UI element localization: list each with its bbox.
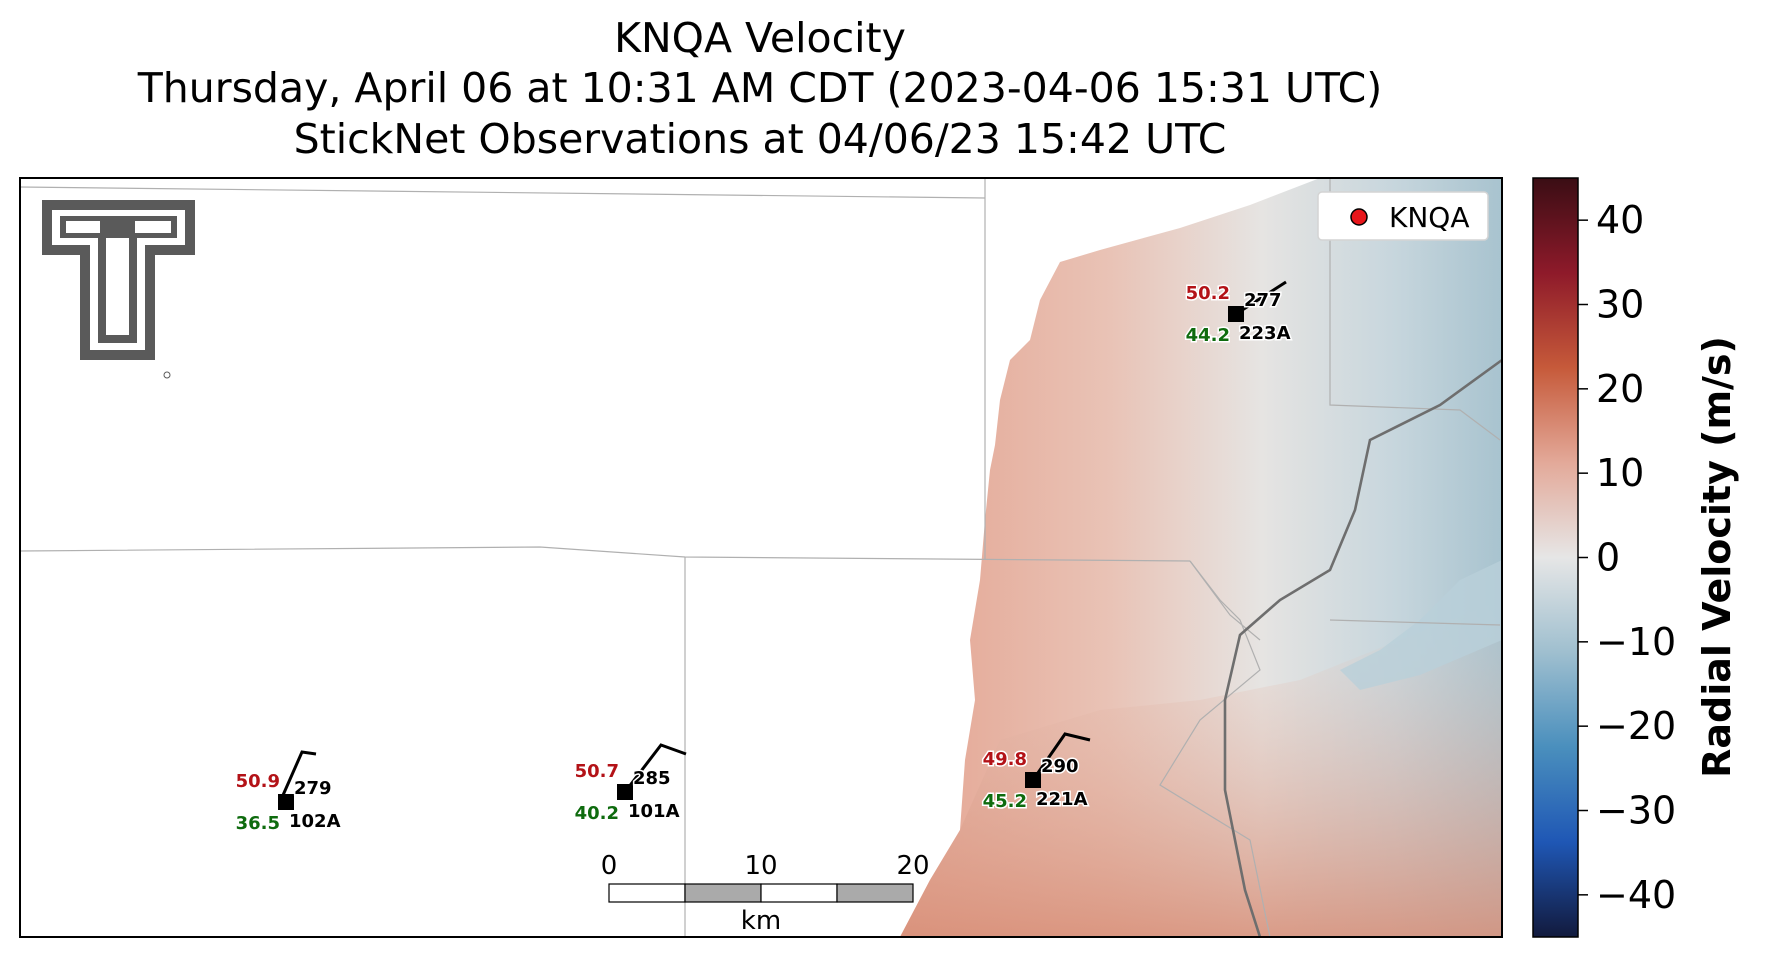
county-borders: [19, 178, 1501, 938]
station-id: 102A: [289, 811, 341, 832]
station-wind-direction: 277: [1244, 290, 1282, 311]
station-temperature: 50.9: [236, 771, 280, 792]
colorbar-tick-label: 40: [1596, 198, 1644, 242]
radar-legend: KNQA: [1317, 191, 1489, 241]
colorbar-gradient: [1532, 177, 1579, 938]
plot-subtitle-observations: StickNet Observations at 04/06/23 15:42 …: [293, 115, 1227, 163]
station-221A: 49.8 290 45.2 221A: [981, 732, 1091, 814]
station-223A: 50.2 277 44.2 223A: [1184, 280, 1292, 348]
station-dewpoint: 44.2: [1186, 325, 1230, 346]
wind-barb-icon: [1031, 732, 1091, 781]
station-wind-direction: 285: [633, 768, 671, 789]
station-id: 221A: [1036, 789, 1088, 810]
station-wind-direction: 290: [1041, 756, 1079, 777]
colorbar-tick-label: 10: [1596, 451, 1644, 495]
plot-subtitle-time: Thursday, April 06 at 10:31 AM CDT (2023…: [137, 64, 1383, 112]
legend-label: KNQA: [1389, 201, 1470, 234]
scale-bar: 0 10 20 km: [601, 851, 930, 936]
station-101A: 50.7 285 40.2 101A: [573, 743, 687, 826]
plot-title: KNQA Velocity: [614, 14, 906, 62]
colorbar-tick-label: −20: [1596, 704, 1676, 748]
colorbar-tick-label: −30: [1596, 789, 1676, 833]
texas-tech-logo-icon: [42, 200, 195, 379]
station-dewpoint: 36.5: [236, 813, 280, 834]
station-marker-icon: [278, 794, 294, 810]
colorbar-tick-label: −40: [1596, 873, 1676, 917]
radar-velocity-field: [900, 178, 1502, 937]
radar-site-marker-icon: [1350, 208, 1368, 226]
state-border: [1223, 358, 1503, 938]
colorbar-tick-label: 0: [1596, 536, 1620, 580]
station-dewpoint: 45.2: [983, 791, 1027, 812]
station-id: 223A: [1239, 323, 1291, 344]
station-marker-icon: [1228, 306, 1244, 322]
colorbar-tick-label: −10: [1596, 620, 1676, 664]
colorbar-label: Radial Velocity (m/s): [1695, 336, 1739, 778]
colorbar-tick-label: 20: [1596, 367, 1644, 411]
station-marker-icon: [617, 784, 633, 800]
map-frame: [19, 177, 1503, 938]
scale-tick-0: 0: [601, 851, 618, 881]
scale-unit: km: [741, 906, 781, 936]
station-wind-direction: 279: [294, 778, 332, 799]
station-temperature: 50.7: [575, 761, 619, 782]
wind-barb-icon: [278, 750, 317, 803]
wind-barb-icon: [1235, 280, 1287, 316]
station-temperature: 50.2: [1186, 283, 1230, 304]
wind-barb-icon: [623, 743, 687, 793]
station-102A: 50.9 279 36.5 102A: [234, 750, 342, 836]
station-id: 101A: [628, 801, 680, 822]
station-temperature: 49.8: [983, 749, 1027, 770]
stations-layer: 50.9 279 36.5 102A 50.7 285 40.2 101A 49.8 290 45.…: [234, 280, 1292, 836]
station-dewpoint: 40.2: [575, 803, 619, 824]
scale-tick-20: 20: [896, 851, 929, 881]
station-marker-icon: [1025, 772, 1041, 788]
colorbar-tick-label: 30: [1596, 283, 1644, 327]
scale-tick-10: 10: [744, 851, 777, 881]
